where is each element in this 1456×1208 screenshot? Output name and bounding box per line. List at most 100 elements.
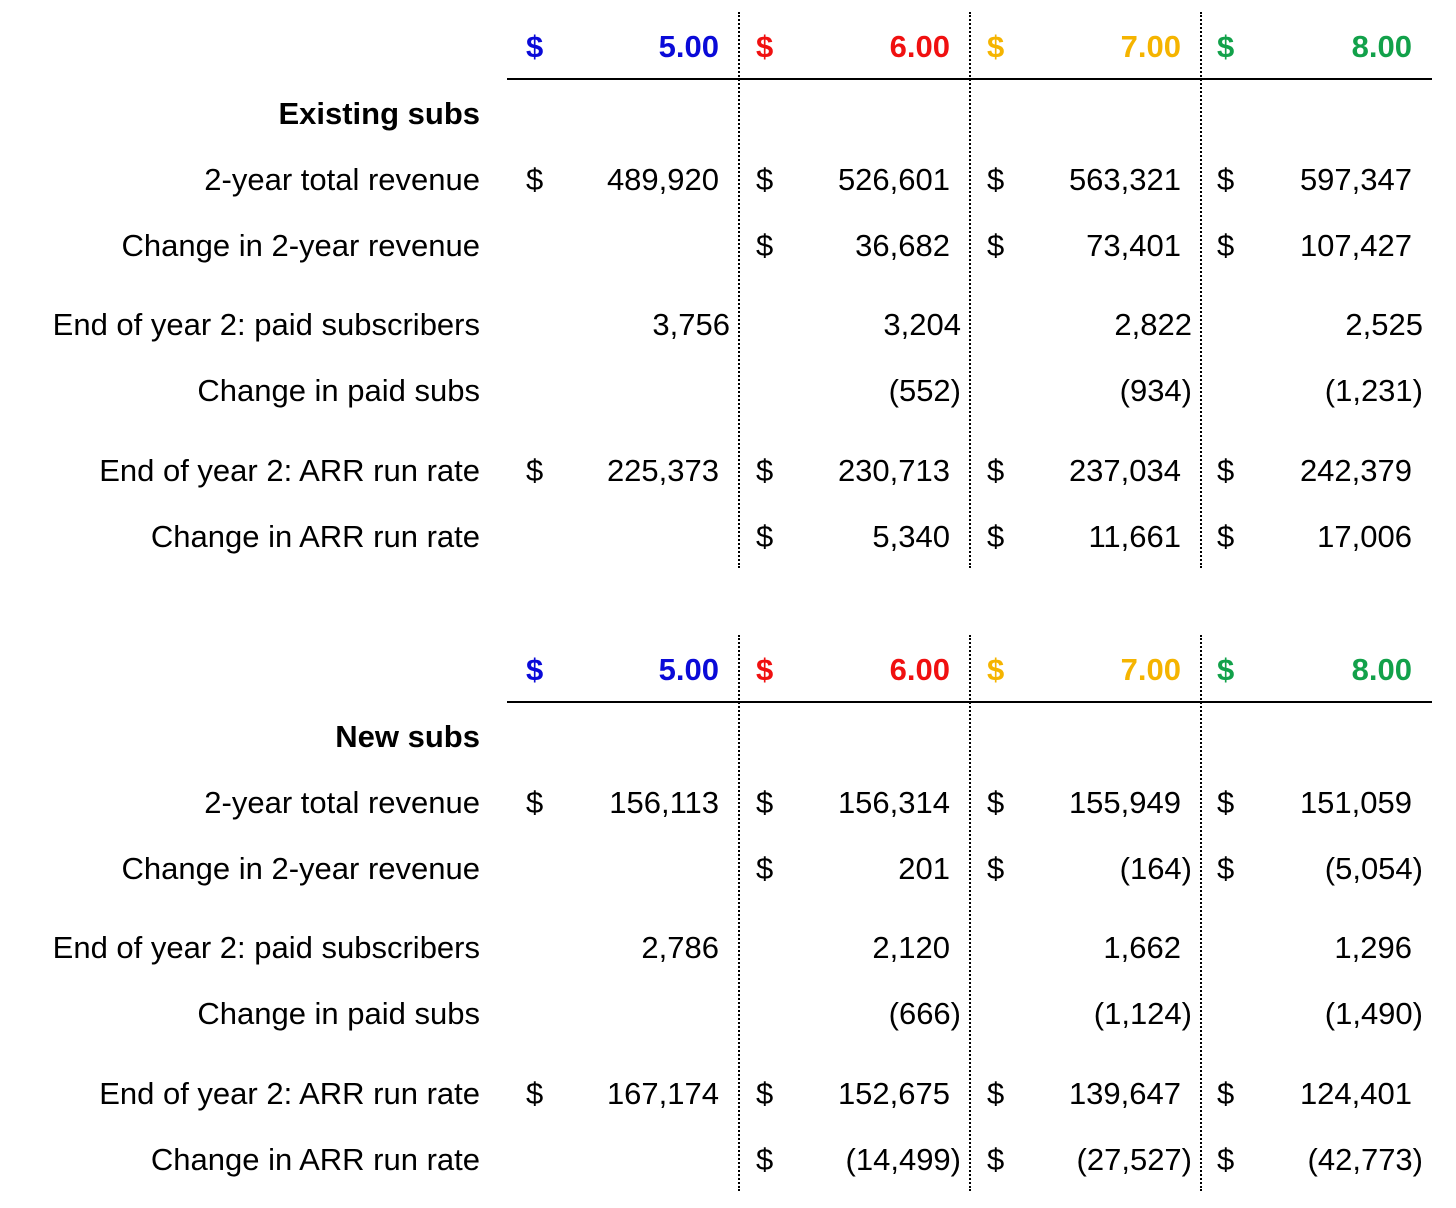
cell-value: 5,340 [872, 519, 950, 554]
cell-value: 152,675 [837, 1076, 950, 1111]
cell-value: 17,006 [1317, 519, 1412, 554]
currency-sign: $ [1217, 162, 1235, 197]
price-header-value: 6.00 [889, 29, 950, 64]
price-header-value: 8.00 [1351, 29, 1412, 64]
row-label: End of year 2: paid subscribers [52, 930, 480, 965]
column-divider [738, 12, 740, 568]
currency-sign: $ [756, 785, 774, 820]
cell-value: (5,054) [1324, 851, 1423, 886]
currency-sign: $ [756, 228, 774, 263]
price-header-value: 5.00 [658, 652, 719, 687]
row-label: Change in paid subs [197, 996, 480, 1031]
row-label: Change in 2-year revenue [121, 851, 480, 886]
cell-value: 156,314 [837, 785, 950, 820]
currency-sign: $ [756, 1076, 774, 1111]
cell-value: 3,204 [883, 307, 961, 342]
currency-sign: $ [756, 851, 774, 886]
cell-value: (666) [888, 996, 961, 1031]
cell-value: 107,427 [1299, 228, 1412, 263]
cell-value: 597,347 [1299, 162, 1412, 197]
currency-sign: $ [1217, 228, 1235, 263]
cell-value: 1,662 [1103, 930, 1181, 965]
column-divider [969, 635, 971, 1191]
price-header-currency: $ [526, 29, 544, 64]
price-header-value: 6.00 [889, 652, 950, 687]
cell-value: 225,373 [606, 453, 719, 488]
cell-value: 124,401 [1299, 1076, 1412, 1111]
cell-value: (1,231) [1324, 373, 1423, 408]
row-label: 2-year total revenue [204, 162, 480, 197]
section-title: Existing subs [278, 96, 480, 131]
row-label: Change in paid subs [197, 373, 480, 408]
row-label: End of year 2: paid subscribers [52, 307, 480, 342]
column-divider [1200, 12, 1202, 568]
price-header-currency: $ [987, 652, 1005, 687]
cell-value: 1,296 [1334, 930, 1412, 965]
cell-value: (552) [888, 373, 961, 408]
price-header-value: 5.00 [658, 29, 719, 64]
cell-value: 2,822 [1114, 307, 1192, 342]
currency-sign: $ [756, 162, 774, 197]
cell-value: 489,920 [606, 162, 719, 197]
currency-sign: $ [987, 1076, 1005, 1111]
currency-sign: $ [987, 453, 1005, 488]
price-header-currency: $ [756, 29, 774, 64]
currency-sign: $ [756, 453, 774, 488]
cell-value: 201 [898, 851, 950, 886]
row-label: Change in 2-year revenue [121, 228, 480, 263]
column-divider [738, 635, 740, 1191]
currency-sign: $ [1217, 1076, 1235, 1111]
currency-sign: $ [987, 1142, 1005, 1177]
price-header-value: 7.00 [1120, 29, 1181, 64]
cell-value: (42,773) [1307, 1142, 1423, 1177]
cell-value: (14,499) [845, 1142, 961, 1177]
cell-value: (934) [1119, 373, 1192, 408]
row-label: End of year 2: ARR run rate [99, 1076, 480, 1111]
currency-sign: $ [756, 519, 774, 554]
cell-value: 230,713 [837, 453, 950, 488]
price-header-currency: $ [756, 652, 774, 687]
row-label: Change in ARR run rate [150, 519, 480, 554]
currency-sign: $ [1217, 453, 1235, 488]
currency-sign: $ [1217, 1142, 1235, 1177]
cell-value: 2,525 [1345, 307, 1423, 342]
currency-sign: $ [987, 228, 1005, 263]
row-label: 2-year total revenue [204, 785, 480, 820]
currency-sign: $ [526, 1076, 544, 1111]
row-label: Change in ARR run rate [150, 1142, 480, 1177]
cell-value: 73,401 [1086, 228, 1181, 263]
currency-sign: $ [1217, 851, 1235, 886]
cell-value: 156,113 [609, 785, 719, 820]
currency-sign: $ [756, 1142, 774, 1177]
currency-sign: $ [987, 519, 1005, 554]
column-divider [1200, 635, 1202, 1191]
price-header-currency: $ [987, 29, 1005, 64]
cell-value: 36,682 [855, 228, 950, 263]
price-header-currency: $ [1217, 652, 1235, 687]
cell-value: (1,490) [1324, 996, 1423, 1031]
cell-value: 2,120 [872, 930, 950, 965]
price-header-value: 7.00 [1120, 652, 1181, 687]
price-header-currency: $ [526, 652, 544, 687]
row-label: End of year 2: ARR run rate [99, 453, 480, 488]
price-header-currency: $ [1217, 29, 1235, 64]
currency-sign: $ [1217, 785, 1235, 820]
cell-value: 242,379 [1299, 453, 1412, 488]
price-header-value: 8.00 [1351, 652, 1412, 687]
cell-value: 11,661 [1088, 519, 1181, 554]
currency-sign: $ [987, 785, 1005, 820]
cell-value: 563,321 [1068, 162, 1181, 197]
cell-value: 139,647 [1068, 1076, 1181, 1111]
currency-sign: $ [987, 851, 1005, 886]
cell-value: (164) [1119, 851, 1192, 886]
cell-value: 2,786 [641, 930, 719, 965]
cell-value: 3,756 [652, 307, 730, 342]
cell-value: 237,034 [1068, 453, 1181, 488]
cell-value: 151,059 [1299, 785, 1412, 820]
column-divider [969, 12, 971, 568]
cell-value: (1,124) [1093, 996, 1192, 1031]
cell-value: 167,174 [606, 1076, 719, 1111]
existing-subs-table: $ 5.00 $ 6.00 $ 7.00 $ 8.00 Existing sub… [0, 0, 1456, 580]
currency-sign: $ [526, 453, 544, 488]
section-title: New subs [335, 719, 480, 754]
